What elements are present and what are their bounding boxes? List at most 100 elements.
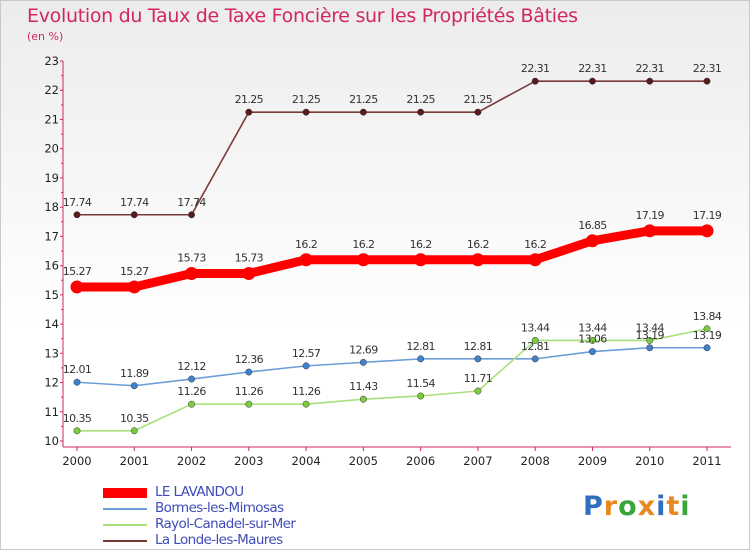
x-tick-label: 2008: [521, 454, 550, 468]
y-tick-label: 17: [44, 229, 59, 243]
data-label-bormes-les-mimosas: 12.01: [63, 363, 92, 376]
data-label-la-londe-les-maures: 17.74: [177, 196, 206, 209]
proxiti-logo: Proxiti: [583, 491, 691, 522]
data-point-bormes-les-mimosas: [302, 362, 310, 370]
data-point-bormes-les-mimosas: [589, 348, 596, 356]
y-axis-unit-label: (en %): [27, 30, 64, 43]
series-points: [70, 77, 714, 435]
y-tick-label: 19: [44, 171, 59, 185]
data-label-bormes-les-mimosas: 13.19: [693, 329, 722, 342]
data-point-bormes-les-mimosas: [73, 378, 81, 386]
y-tick-label: 13: [44, 346, 59, 360]
x-tick-label: 2004: [291, 454, 320, 468]
data-label-le-lavandou: 15.27: [63, 265, 92, 278]
data-label-le-lavandou: 16.2: [352, 238, 374, 251]
data-point-le-lavandou: [242, 267, 256, 281]
legend-label: LE LAVANDOU: [155, 484, 244, 500]
data-point-la-londe-les-maures: [188, 211, 195, 219]
data-label-rayol-canadel-sur-mer: 13.84: [693, 310, 722, 323]
x-tick-label: 2005: [349, 454, 378, 468]
logo-letter: x: [637, 491, 657, 522]
logo-letter: i: [680, 491, 691, 522]
data-point-bormes-les-mimosas: [359, 358, 367, 366]
data-point-le-lavandou: [70, 280, 84, 294]
data-point-rayol-canadel-sur-mer: [188, 400, 195, 408]
data-point-le-lavandou: [528, 253, 542, 267]
series-labels: 17.74 17.74 17.74 21.25 21.25 21.25 21.25 21.25…: [63, 62, 723, 425]
logo-letter: P: [583, 491, 604, 522]
data-point-la-londe-les-maures: [359, 108, 367, 116]
data-label-rayol-canadel-sur-mer: 10.35: [63, 412, 92, 425]
legend-swatch: [103, 540, 147, 542]
data-label-le-lavandou: 15.27: [120, 265, 149, 278]
y-tick-label: 10: [44, 434, 59, 448]
data-point-le-lavandou: [700, 224, 714, 238]
y-tick-label: 22: [44, 83, 59, 97]
data-point-rayol-canadel-sur-mer: [531, 336, 539, 344]
data-point-la-londe-les-maures: [245, 108, 253, 116]
data-label-la-londe-les-maures: 21.25: [464, 93, 493, 106]
data-label-la-londe-les-maures: 21.25: [349, 93, 378, 106]
data-label-rayol-canadel-sur-mer: 11.54: [406, 377, 435, 390]
y-tick-label: 23: [44, 54, 59, 68]
data-point-le-lavandou: [127, 280, 141, 294]
data-label-bormes-les-mimosas: 12.69: [349, 343, 378, 356]
data-point-le-lavandou: [299, 253, 313, 267]
data-label-bormes-les-mimosas: 11.89: [120, 367, 149, 380]
x-tick-label: 2002: [177, 454, 206, 468]
data-label-la-londe-les-maures: 21.25: [235, 93, 264, 106]
data-point-la-londe-les-maures: [646, 77, 654, 85]
data-point-rayol-canadel-sur-mer: [73, 427, 81, 435]
series-line-la-londe-les-maures: [76, 80, 708, 216]
x-tick-label: 2010: [635, 454, 664, 468]
data-label-le-lavandou: 16.2: [524, 238, 546, 251]
data-point-bormes-les-mimosas: [130, 382, 138, 390]
data-label-le-lavandou: 16.2: [410, 238, 432, 251]
series-lines: [72, 80, 712, 432]
y-tick-label: 16: [44, 259, 59, 273]
data-point-le-lavandou: [643, 224, 657, 238]
y-tick-label: 20: [44, 142, 59, 156]
data-point-rayol-canadel-sur-mer: [589, 336, 596, 344]
data-label-le-lavandou: 16.2: [295, 238, 317, 251]
data-point-bormes-les-mimosas: [417, 355, 425, 363]
data-point-rayol-canadel-sur-mer: [417, 392, 425, 400]
data-label-bormes-les-mimosas: 12.12: [177, 360, 206, 373]
logo-letter: t: [666, 491, 681, 522]
data-label-rayol-canadel-sur-mer: 11.26: [177, 385, 206, 398]
data-point-rayol-canadel-sur-mer: [646, 336, 654, 344]
data-label-rayol-canadel-sur-mer: 13.44: [635, 321, 664, 334]
data-label-rayol-canadel-sur-mer: 13.44: [578, 321, 607, 334]
data-point-bormes-les-mimosas: [188, 375, 195, 383]
logo-letter: r: [603, 491, 619, 522]
data-point-la-londe-les-maures: [302, 108, 310, 116]
logo-letter: o: [618, 491, 638, 522]
data-label-rayol-canadel-sur-mer: 11.26: [235, 385, 264, 398]
data-point-la-londe-les-maures: [130, 211, 138, 219]
data-point-le-lavandou: [471, 253, 485, 267]
data-point-la-londe-les-maures: [417, 108, 425, 116]
legend-swatch: [103, 488, 147, 498]
data-point-la-londe-les-maures: [531, 77, 539, 85]
data-label-le-lavandou: 17.19: [635, 209, 664, 222]
series-line-rayol-canadel-sur-mer: [76, 327, 708, 432]
data-point-le-lavandou: [356, 253, 370, 267]
data-label-le-lavandou: 15.73: [235, 252, 264, 265]
y-tick-label: 14: [44, 317, 59, 331]
data-point-bormes-les-mimosas: [703, 344, 711, 352]
series-line-le-lavandou: [72, 226, 712, 292]
data-point-bormes-les-mimosas: [245, 368, 253, 376]
data-label-la-londe-les-maures: 17.74: [63, 196, 92, 209]
x-tick-label: 2007: [463, 454, 492, 468]
data-label-la-londe-les-maures: 22.31: [521, 62, 550, 75]
data-point-bormes-les-mimosas: [531, 355, 539, 363]
x-tick-label: 2006: [406, 454, 435, 468]
data-label-la-londe-les-maures: 21.25: [406, 93, 435, 106]
data-label-bormes-les-mimosas: 12.81: [521, 340, 550, 353]
y-tick-label: 15: [44, 288, 59, 302]
data-label-rayol-canadel-sur-mer: 13.44: [521, 321, 550, 334]
data-label-rayol-canadel-sur-mer: 10.35: [120, 412, 149, 425]
data-label-la-londe-les-maures: 22.31: [693, 62, 722, 75]
legend-swatch: [103, 508, 147, 510]
